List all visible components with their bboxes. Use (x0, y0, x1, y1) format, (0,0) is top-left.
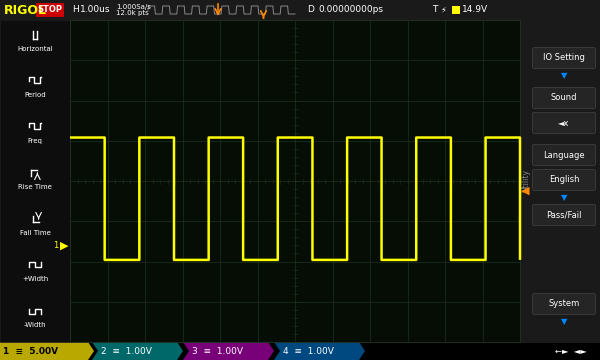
Text: Fall Time: Fall Time (20, 230, 50, 236)
Text: T: T (432, 5, 437, 14)
FancyBboxPatch shape (533, 112, 595, 134)
Bar (520, 20, 600, 342)
Text: 1.00us: 1.00us (80, 5, 110, 14)
FancyBboxPatch shape (533, 204, 595, 225)
Text: ◄x: ◄x (558, 118, 570, 127)
Text: Pass/Fail: Pass/Fail (546, 211, 582, 220)
Bar (36, 3, 64, 17)
Text: Freq: Freq (28, 138, 43, 144)
Bar (0, 20, 70, 342)
Text: 0.00000000ps: 0.00000000ps (318, 5, 383, 14)
FancyBboxPatch shape (533, 87, 595, 108)
Bar (70, 20, 520, 342)
Text: Utility: Utility (521, 170, 530, 193)
Text: RIGOL: RIGOL (4, 4, 47, 17)
Text: 14.9V: 14.9V (462, 5, 488, 14)
Text: English: English (549, 175, 579, 184)
Bar (0, 0, 600, 20)
Text: 1: 1 (53, 241, 59, 250)
FancyBboxPatch shape (533, 144, 595, 166)
Text: ⚡: ⚡ (440, 5, 446, 14)
Text: H: H (72, 5, 79, 14)
Text: 3  ≡  1.00V: 3 ≡ 1.00V (192, 346, 243, 356)
Text: 12.0k pts: 12.0k pts (116, 10, 149, 16)
Text: Period: Period (24, 92, 46, 98)
Polygon shape (274, 342, 365, 360)
Text: STOP: STOP (37, 5, 62, 14)
Text: Sound: Sound (551, 94, 577, 103)
FancyBboxPatch shape (533, 48, 595, 68)
Polygon shape (183, 342, 274, 360)
Text: 1.000Sa/s: 1.000Sa/s (116, 4, 151, 10)
Text: IO Setting: IO Setting (543, 54, 585, 63)
Text: System: System (548, 300, 580, 309)
Text: Language: Language (543, 150, 585, 159)
FancyBboxPatch shape (533, 293, 595, 315)
Polygon shape (92, 342, 183, 360)
Text: ▼: ▼ (561, 318, 567, 327)
FancyBboxPatch shape (533, 170, 595, 190)
Text: D: D (307, 5, 314, 14)
Polygon shape (0, 342, 94, 360)
Text: ◀: ◀ (521, 186, 530, 196)
Text: ▼: ▼ (561, 72, 567, 81)
Text: ▼: ▼ (561, 194, 567, 202)
Text: Horizontal: Horizontal (17, 46, 53, 52)
Text: Rise Time: Rise Time (18, 184, 52, 190)
Text: +Width: +Width (22, 276, 48, 282)
Bar (452, 6, 460, 14)
Text: ←►  ◄►: ←► ◄► (555, 346, 587, 356)
Text: -Width: -Width (23, 322, 46, 328)
Text: 2  ≡  1.00V: 2 ≡ 1.00V (101, 346, 152, 356)
Text: ▶: ▶ (59, 240, 68, 250)
Text: 4  ≡  1.00V: 4 ≡ 1.00V (283, 346, 334, 356)
Text: 1  ≡  5.00V: 1 ≡ 5.00V (3, 346, 58, 356)
